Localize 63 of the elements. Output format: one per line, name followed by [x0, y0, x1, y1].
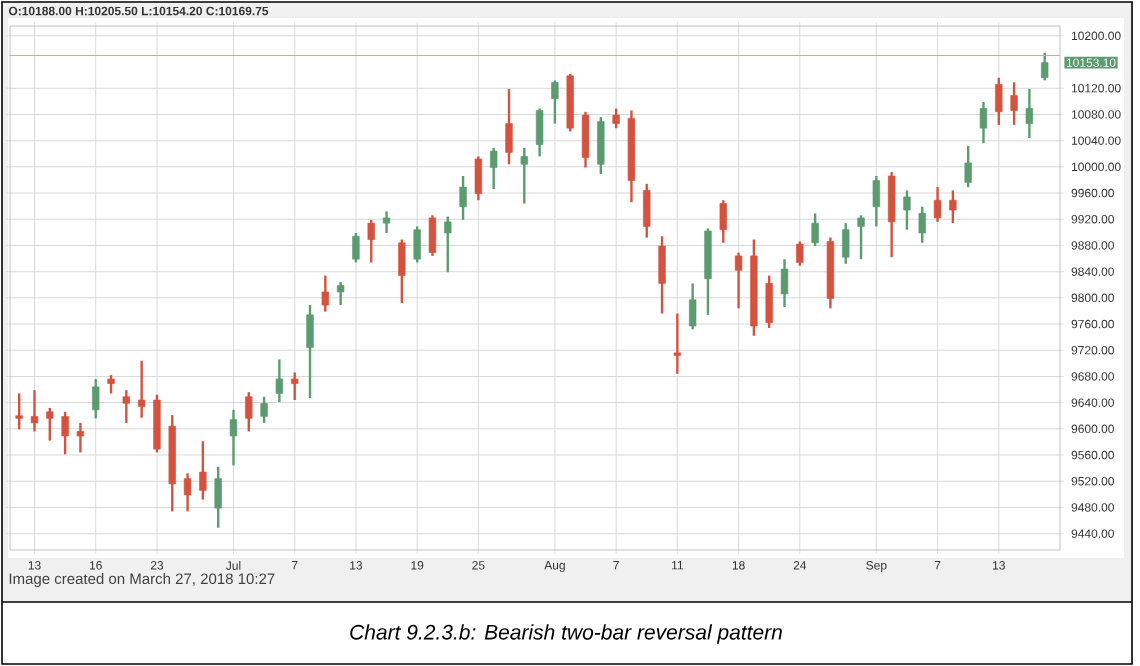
candlestick	[857, 214, 865, 261]
candlestick	[122, 388, 130, 425]
candlestick	[964, 144, 972, 189]
candlestick	[214, 465, 222, 529]
candlestick	[398, 238, 406, 305]
candlestick	[780, 257, 789, 309]
candlestick	[444, 215, 452, 274]
candlestick	[490, 146, 498, 191]
candlestick	[765, 274, 773, 330]
candlestick	[428, 214, 437, 258]
candlestick	[199, 440, 207, 501]
candlestick	[107, 373, 115, 395]
candlestick	[505, 87, 513, 166]
candlestick	[46, 406, 54, 442]
candlestick	[842, 221, 850, 265]
candlestick	[903, 189, 911, 231]
candlestick	[306, 303, 314, 400]
candlestick	[643, 182, 651, 239]
candlestick	[1025, 87, 1034, 140]
candlestick	[183, 472, 192, 513]
candlestick	[949, 189, 957, 225]
caption: Chart 9.2.3.b: Bearish two-bar reversal pattern	[350, 624, 782, 644]
candlestick	[245, 390, 253, 433]
candlestick	[581, 110, 590, 169]
candlestick	[704, 227, 712, 317]
candlestick	[76, 421, 85, 454]
candlestick	[474, 155, 483, 202]
candlestick	[15, 392, 23, 431]
candlestick	[887, 170, 896, 259]
candlestick	[92, 377, 100, 420]
candlestick	[367, 218, 375, 264]
candlestick	[336, 280, 345, 307]
candlestick	[413, 225, 421, 264]
candlestick	[933, 185, 942, 224]
candlestick	[520, 146, 528, 205]
candlestick	[1041, 51, 1049, 82]
candlestick	[352, 231, 360, 264]
candlestick	[260, 395, 268, 425]
candlestick	[658, 235, 666, 315]
candlestick	[734, 251, 743, 310]
candlestick	[872, 174, 880, 228]
candlestick	[291, 371, 299, 402]
candlestick	[30, 388, 39, 433]
candlestick	[275, 358, 284, 404]
candlestick	[811, 212, 819, 248]
candlestick	[61, 410, 69, 456]
candlestick	[597, 115, 605, 176]
candlestick	[535, 107, 544, 158]
candlestick	[459, 174, 467, 222]
candlestick	[321, 274, 329, 313]
candlestick	[382, 210, 391, 235]
candlestick	[229, 408, 238, 467]
candlestick	[137, 359, 146, 419]
candlestick	[551, 79, 559, 125]
candlestick	[979, 100, 988, 145]
candlestick	[719, 199, 727, 244]
candlestick	[612, 107, 620, 130]
candlestick	[688, 282, 697, 331]
candlestick	[673, 312, 682, 376]
candlestick	[995, 76, 1003, 127]
candlestick	[796, 240, 804, 267]
candlestick	[1010, 81, 1018, 127]
candlestick	[918, 205, 926, 244]
